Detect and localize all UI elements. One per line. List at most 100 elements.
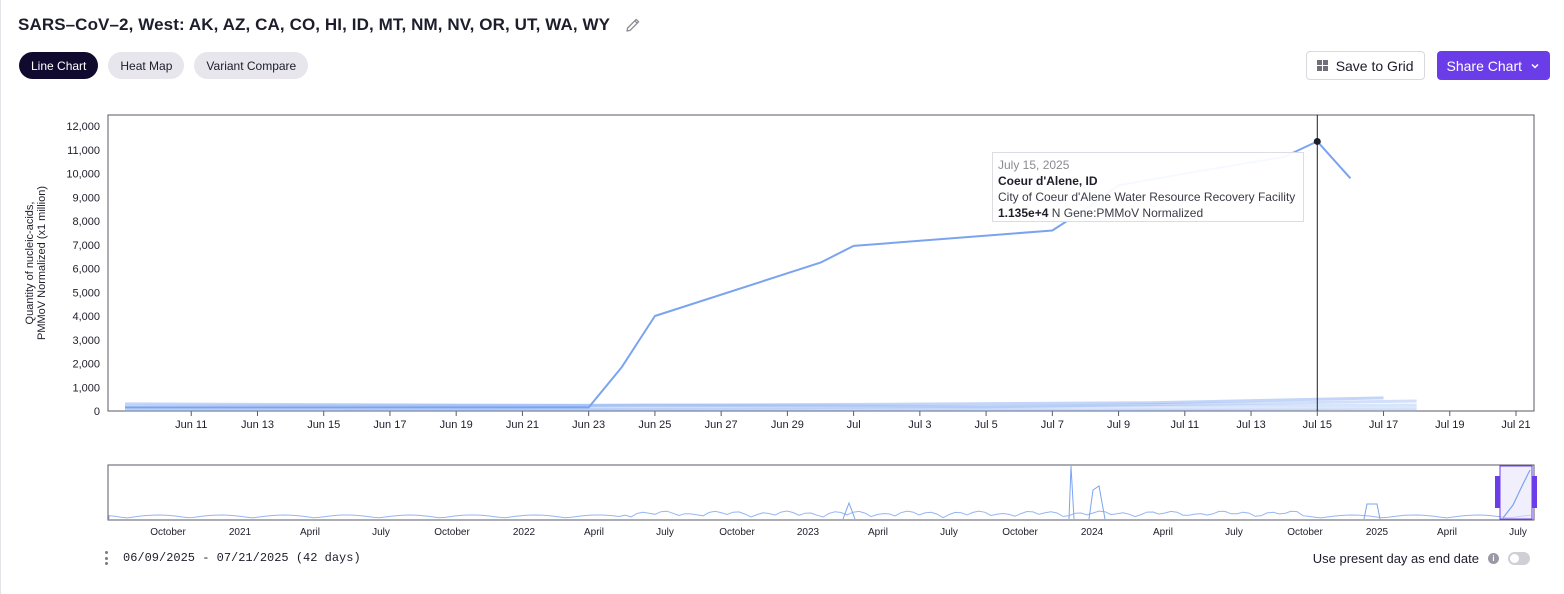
- series-line: [124, 396, 1384, 407]
- tab-heat-map[interactable]: Heat Map: [108, 52, 185, 79]
- y-axis: 0 1,000 2,000 3,000 4,000 5,000 6,000 7,000 8,00…: [66, 121, 100, 418]
- navigator-label: 2021: [229, 527, 252, 538]
- save-to-grid-label: Save to Grid: [1335, 57, 1414, 74]
- x-tick-label: Jun 21: [506, 419, 539, 431]
- tooltip-value: 1.135e+4: [998, 206, 1049, 220]
- tooltip-metric: N Gene:PMMoV Normalized: [1051, 206, 1204, 220]
- series-layer: [124, 140, 1417, 412]
- navigator-label: July: [1509, 527, 1527, 538]
- x-tick-label: Jul 19: [1435, 419, 1464, 431]
- x-tick-label: Jul 7: [1041, 419, 1064, 431]
- x-tick-label: Jun 13: [241, 419, 274, 431]
- y-tick-label: 10,000: [66, 169, 100, 181]
- x-tick-label: Jun 11: [175, 419, 207, 431]
- y-tick-label: 3,000: [72, 335, 100, 347]
- y-tick-label: 5,000: [72, 287, 100, 299]
- navigator-selection: [1499, 465, 1533, 520]
- y-tick-label: 4,000: [72, 311, 100, 323]
- navigator-spike: [1363, 503, 1381, 520]
- tooltip-value-line: 1.135e+4 N Gene:PMMoV Normalized: [998, 205, 1298, 221]
- x-tick-label: Jul 15: [1303, 419, 1332, 431]
- y-tick-label: 1,000: [72, 382, 100, 394]
- more-options-icon[interactable]: [105, 551, 109, 565]
- navigator-label: April: [1437, 527, 1457, 538]
- chart-title: SARS–CoV–2, West: AK, AZ, CA, CO, HI, ID…: [18, 15, 611, 34]
- x-tick-label: Jun 29: [771, 419, 804, 431]
- tooltip-facility: City of Coeur d'Alene Water Resource Rec…: [998, 190, 1296, 204]
- navigator-label: October: [434, 527, 470, 538]
- navigator-label: April: [1153, 527, 1173, 538]
- hover-tooltip: July 15, 2025 Coeur d'Alene, ID City of …: [992, 152, 1304, 222]
- save-to-grid-button[interactable]: Save to Grid: [1305, 51, 1425, 80]
- x-tick-label: Jun 23: [572, 419, 605, 431]
- y-tick-label: 2,000: [72, 359, 100, 371]
- y-tick-label: 0: [94, 406, 100, 418]
- chevron-down-icon: [1531, 63, 1539, 69]
- navigator-label: April: [584, 527, 604, 538]
- date-range-text: 06/09/2025 - 07/21/2025 (42 days): [123, 551, 361, 565]
- x-tick-label: Jul 9: [1107, 419, 1130, 431]
- x-tick-label: Jul 11: [1171, 419, 1200, 431]
- y-tick-label: 6,000: [72, 264, 100, 276]
- x-axis: Jun 11 Jun 13 Jun 15 Jun 17 Jun 19 Jun 21 Jun …: [175, 411, 1531, 431]
- navigator-label: October: [1287, 527, 1323, 538]
- plot-area: [107, 114, 1535, 412]
- series-line: [124, 399, 1417, 409]
- x-tick-label: Jul 3: [908, 419, 931, 431]
- navigator-label: October: [719, 527, 755, 538]
- x-tick-label: Jul: [847, 419, 861, 431]
- navigator-handle-left: [1495, 476, 1500, 508]
- x-tick-label: Jul 13: [1236, 419, 1265, 431]
- navigator-label: 2022: [513, 527, 536, 538]
- y-tick-label: 8,000: [72, 216, 100, 228]
- navigator-frame: [107, 464, 1535, 521]
- navigator-label: 2023: [797, 527, 820, 538]
- navigator-label: 2024: [1081, 527, 1104, 538]
- tooltip-site: Coeur d'Alene, ID: [998, 174, 1098, 188]
- x-tick-label: Jul 17: [1369, 419, 1398, 431]
- y-tick-label: 12,000: [66, 121, 100, 133]
- tooltip-date: July 15, 2025: [998, 158, 1070, 172]
- x-tick-label: Jun 15: [307, 419, 340, 431]
- navigator-label: July: [656, 527, 674, 538]
- tab-variant-compare[interactable]: Variant Compare: [194, 52, 309, 79]
- navigator-label: July: [1225, 527, 1243, 538]
- info-icon[interactable]: i: [1488, 553, 1499, 564]
- navigator-handle-right: [1532, 476, 1537, 508]
- y-axis-title: Quantity of nucleic-acids, PMMoV Normaliz…: [24, 186, 48, 340]
- y-axis-title-line: Quantity of nucleic-acids,: [24, 202, 36, 325]
- navigator-label: July: [940, 527, 958, 538]
- navigator-label: April: [300, 527, 320, 538]
- x-tick-label: Jun 27: [705, 419, 738, 431]
- navigator-spike: [1068, 465, 1075, 520]
- x-tick-label: Jun 19: [440, 419, 473, 431]
- navigator-label: October: [150, 527, 186, 538]
- grid-icon: [1316, 60, 1328, 71]
- share-chart-button[interactable]: Share Chart: [1436, 51, 1550, 80]
- y-axis-title-line: PMMoV Normalized (x1 million): [36, 186, 48, 340]
- chart-actions: Save to Grid Share Chart: [1305, 51, 1550, 80]
- edit-pencil-icon[interactable]: [624, 16, 642, 34]
- present-day-toggle[interactable]: [1508, 552, 1530, 565]
- highlight-point: [1313, 137, 1321, 145]
- x-tick-label: Jun 17: [373, 419, 406, 431]
- line-chart[interactable]: Quantity of nucleic-acids, PMMoV Normaliz…: [1, 100, 1564, 540]
- navigator-spike: [1088, 485, 1106, 520]
- x-tick-label: Jul 21: [1501, 419, 1530, 431]
- navigator-label: April: [868, 527, 888, 538]
- y-tick-label: 7,000: [72, 240, 100, 252]
- navigator-series: [108, 510, 1532, 519]
- share-chart-label: Share Chart: [1446, 57, 1522, 74]
- crosshair: [1313, 115, 1321, 411]
- x-tick-label: Jun 25: [638, 419, 671, 431]
- y-tick-label: 9,000: [72, 192, 100, 204]
- present-day-label: Use present day as end date: [1312, 551, 1479, 566]
- series-line: [124, 406, 1417, 412]
- navigator-label: 2025: [1366, 527, 1389, 538]
- range-navigator[interactable]: October 2021 April July October 2022 April July…: [107, 464, 1537, 538]
- navigator-label: July: [372, 527, 390, 538]
- tab-line-chart[interactable]: Line Chart: [19, 52, 99, 79]
- y-tick-label: 11,000: [67, 145, 100, 157]
- x-tick-label: Jul 5: [974, 419, 997, 431]
